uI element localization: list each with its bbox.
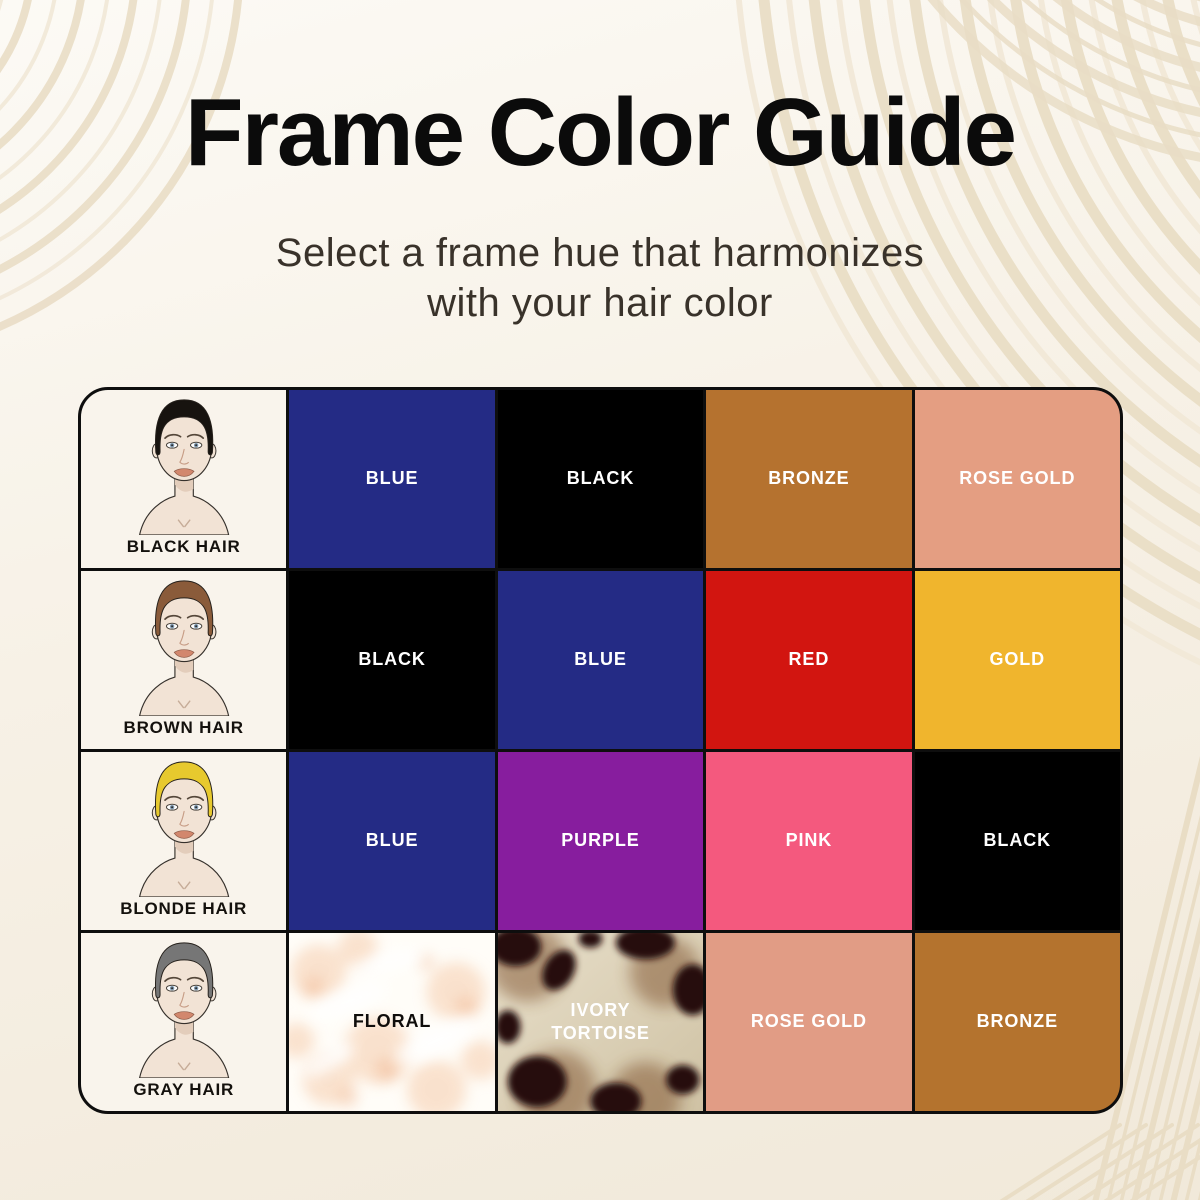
frame-color-swatch: BRONZE (914, 933, 1120, 1111)
hair-type-cell: BROWN HAIR (81, 571, 287, 749)
frame-color-label: ROSE GOLD (959, 468, 1076, 489)
frame-color-label: BLACK (358, 649, 426, 670)
face-illustration (138, 761, 229, 897)
frame-color-label: BRONZE (976, 1011, 1058, 1032)
frame-color-label: RED (788, 649, 830, 670)
ivory-tortoise-texture (497, 933, 704, 1111)
hair-type-label: BROWN HAIR (123, 718, 244, 737)
frame-color-swatch: BLACK (497, 390, 704, 568)
frame-color-swatch: BLACK (289, 571, 495, 749)
frame-color-label: BLUE (574, 649, 627, 670)
frame-color-label: BLUE (365, 830, 419, 851)
frame-color-label: IVORY TORTOISE (551, 999, 650, 1043)
face-illustration (138, 580, 229, 716)
frame-color-label: ROSE GOLD (750, 1011, 867, 1032)
frame-color-swatch: BRONZE (706, 390, 912, 568)
frame-color-label: BLACK (566, 468, 635, 489)
hair-type-cell: GRAY HAIR (81, 933, 287, 1111)
frame-color-swatch: PINK (706, 752, 912, 930)
frame-color-swatch: RED (706, 571, 912, 749)
hair-type-label: BLONDE HAIR (120, 899, 248, 918)
frame-color-swatch: PURPLE (497, 752, 704, 930)
face-illustration (138, 942, 229, 1078)
frame-color-label: BLACK (983, 830, 1052, 851)
face-illustration (138, 399, 229, 535)
frame-color-label: GOLD (989, 649, 1046, 670)
page-title: Frame Color Guide (184, 79, 1017, 186)
hair-type-cell: BLONDE HAIR (81, 752, 287, 930)
frame-color-label: BLUE (365, 468, 419, 489)
page-subtitle-line2: with your hair color (427, 281, 773, 326)
frame-color-swatch: BLUE (289, 390, 495, 568)
frame-color-swatch: FLORAL (289, 933, 495, 1111)
frame-color-swatch: BLACK (914, 752, 1120, 930)
frame-color-label: PINK (785, 830, 833, 851)
frame-color-label: FLORAL (352, 1011, 432, 1032)
frame-color-table: BLACK HAIR BLUE BLACK BRONZE ROSE GOLD (78, 387, 1123, 1114)
frame-color-swatch: GOLD (914, 571, 1120, 749)
floral-texture (289, 933, 495, 1111)
frame-color-swatch: ROSE GOLD (706, 933, 912, 1111)
frame-color-swatch: BLUE (289, 752, 495, 930)
hair-type-cell: BLACK HAIR (81, 390, 287, 568)
frame-color-swatch: IVORY TORTOISE (497, 933, 704, 1111)
page-subtitle: Select a frame hue that harmonizes with … (0, 228, 1200, 329)
frame-color-swatch: ROSE GOLD (914, 390, 1120, 568)
hair-type-label: BLACK HAIR (126, 537, 241, 556)
frame-color-label: BRONZE (768, 468, 850, 489)
frame-color-label: PURPLE (561, 830, 640, 851)
hair-type-label: GRAY HAIR (133, 1080, 235, 1099)
frame-color-swatch: BLUE (497, 571, 704, 749)
page-subtitle-line1: Select a frame hue that harmonizes (275, 231, 925, 275)
